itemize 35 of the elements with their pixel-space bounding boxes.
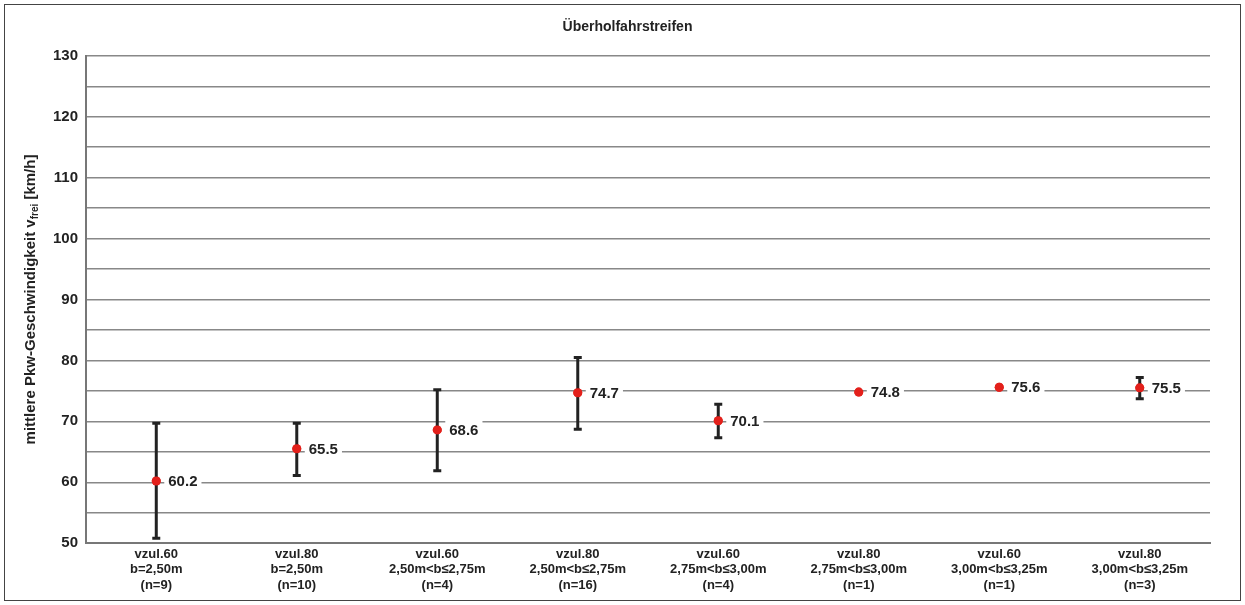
- data-label: 65.5: [308, 439, 338, 457]
- x-tick-label: vzul.80 b=2,50m (n=10): [270, 545, 323, 592]
- data-label: 60.2: [168, 472, 198, 490]
- data-label: 74.7: [589, 383, 619, 401]
- y-tick-label: 70: [61, 411, 79, 429]
- point: [713, 416, 723, 426]
- x-tick-label: vzul.60 2,75m<b≤3,00m (n=4): [670, 545, 767, 592]
- point: [1135, 383, 1145, 393]
- x-tick-label: vzul.60 b=2,50m (n=9): [130, 545, 183, 592]
- data-label: 68.6: [449, 421, 479, 439]
- x-tick-label: vzul.60 3,00m<b≤3,25m (n=1): [951, 545, 1048, 592]
- point: [573, 388, 583, 398]
- y-tick-label: 90: [61, 289, 79, 307]
- data-label: 74.8: [870, 383, 900, 401]
- y-tick-label: 120: [53, 106, 79, 124]
- y-tick-label: 110: [53, 167, 79, 185]
- data-label: 75.5: [1151, 378, 1181, 396]
- point: [994, 382, 1004, 392]
- y-tick-label: 80: [61, 350, 79, 368]
- y-axis-title: mittlere Pkw-Geschwindigkeit vfrei [km/h]: [21, 154, 40, 445]
- point: [292, 444, 302, 454]
- data-label: 70.1: [730, 411, 760, 429]
- y-tick-label: 100: [53, 228, 79, 246]
- y-tick-label: 60: [61, 472, 79, 490]
- data-label: 75.6: [1011, 378, 1041, 396]
- point: [151, 476, 161, 486]
- x-tick-label: vzul.60 2,50m<b≤2,75m (n=4): [389, 545, 486, 592]
- y-tick-label: 130: [53, 45, 79, 63]
- chart-title: Überholfahrstreifen: [562, 18, 693, 35]
- x-tick-label: vzul.80 2,75m<b≤3,00m (n=1): [810, 545, 907, 592]
- point: [854, 387, 864, 397]
- y-tick-label: 50: [61, 533, 79, 551]
- x-tick-label: vzul.80 2,50m<b≤2,75m (n=16): [529, 545, 626, 592]
- point: [432, 425, 442, 435]
- x-tick-label: vzul.80 3,00m<b≤3,25m (n=3): [1091, 545, 1188, 592]
